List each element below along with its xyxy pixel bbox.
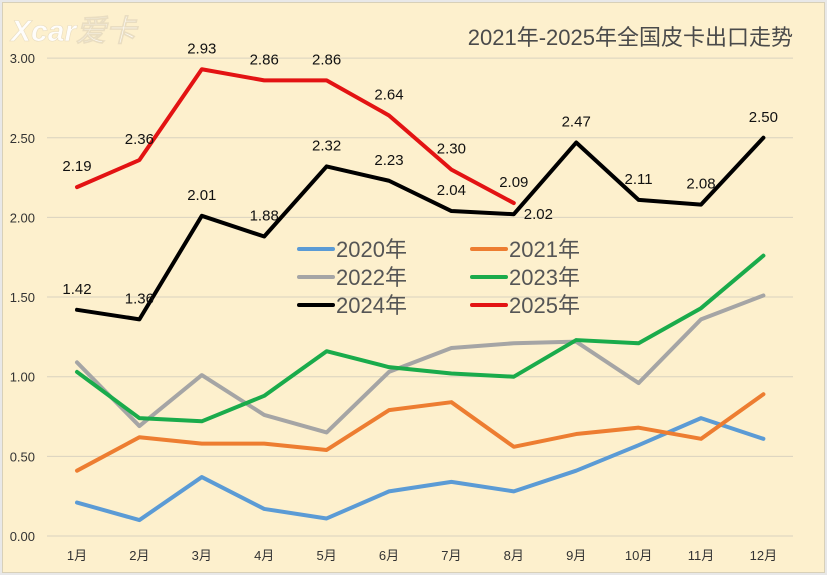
data-label: 2.01 bbox=[187, 187, 216, 204]
y-tick-label: 0.00 bbox=[10, 529, 35, 544]
legend-label: 2024年 bbox=[336, 293, 407, 318]
y-tick-label: 1.50 bbox=[10, 290, 35, 305]
data-label: 1.88 bbox=[250, 208, 279, 225]
legend-label: 2023年 bbox=[509, 265, 580, 290]
x-tick-label: 9月 bbox=[566, 548, 586, 563]
xcar-logo: Xcar爱卡 bbox=[9, 15, 139, 48]
x-tick-label: 4月 bbox=[254, 548, 274, 563]
series-line bbox=[75, 416, 766, 523]
x-tick-label: 7月 bbox=[441, 548, 461, 563]
data-label: 2.09 bbox=[499, 174, 528, 191]
data-label: 2.86 bbox=[250, 51, 279, 68]
x-tick-label: 1月 bbox=[67, 548, 87, 563]
data-label: 2.19 bbox=[62, 158, 91, 175]
data-label: 2.08 bbox=[686, 176, 715, 193]
y-tick-label: 1.00 bbox=[10, 370, 35, 385]
x-tick-label: 11月 bbox=[688, 548, 715, 563]
line-chart: 0.00 0.50 1.00 1.50 2.00 2.50 3.00 1月 2月 3月 4月 5月 6月… bbox=[9, 15, 793, 563]
data-label: 2.32 bbox=[312, 137, 341, 154]
x-tick-label: 12月 bbox=[750, 548, 777, 563]
data-label: 2.04 bbox=[437, 182, 466, 199]
data-label: 2.50 bbox=[749, 109, 778, 126]
y-tick-label: 3.00 bbox=[10, 51, 35, 66]
data-label: 2.36 bbox=[125, 131, 154, 148]
data-label: 2.23 bbox=[374, 152, 403, 169]
x-tick-label: 10月 bbox=[625, 548, 652, 563]
series-line bbox=[75, 253, 766, 424]
data-label: 2.47 bbox=[562, 114, 591, 131]
x-tick-label: 2月 bbox=[129, 548, 149, 563]
y-tick-label: 0.50 bbox=[10, 449, 35, 464]
data-label: 2.30 bbox=[437, 141, 466, 158]
y-tick-label: 2.00 bbox=[10, 210, 35, 225]
legend-label: 2025年 bbox=[509, 293, 580, 318]
x-tick-label: 8月 bbox=[504, 548, 524, 563]
legend-label: 2022年 bbox=[336, 265, 407, 290]
data-label: 2.11 bbox=[625, 171, 653, 188]
data-label: 2.86 bbox=[312, 51, 341, 68]
data-label: 2.64 bbox=[374, 86, 403, 103]
legend-label: 2020年 bbox=[336, 237, 407, 262]
x-tick-label: 6月 bbox=[379, 548, 399, 563]
data-label: 1.42 bbox=[62, 281, 91, 298]
data-label: 2.93 bbox=[187, 40, 216, 57]
x-tick-label: 3月 bbox=[192, 548, 212, 563]
chart-title: 2021年-2025年全国皮卡出口走势 bbox=[468, 25, 793, 50]
legend-label: 2021年 bbox=[509, 237, 580, 262]
data-label: 1.36 bbox=[125, 290, 154, 307]
series-line bbox=[75, 293, 766, 435]
x-tick-label: 5月 bbox=[316, 548, 336, 563]
series-line bbox=[75, 392, 766, 473]
y-tick-label: 2.50 bbox=[10, 131, 35, 146]
series-line bbox=[75, 67, 516, 206]
data-label: 2.02 bbox=[524, 206, 553, 223]
series-line bbox=[75, 135, 766, 322]
